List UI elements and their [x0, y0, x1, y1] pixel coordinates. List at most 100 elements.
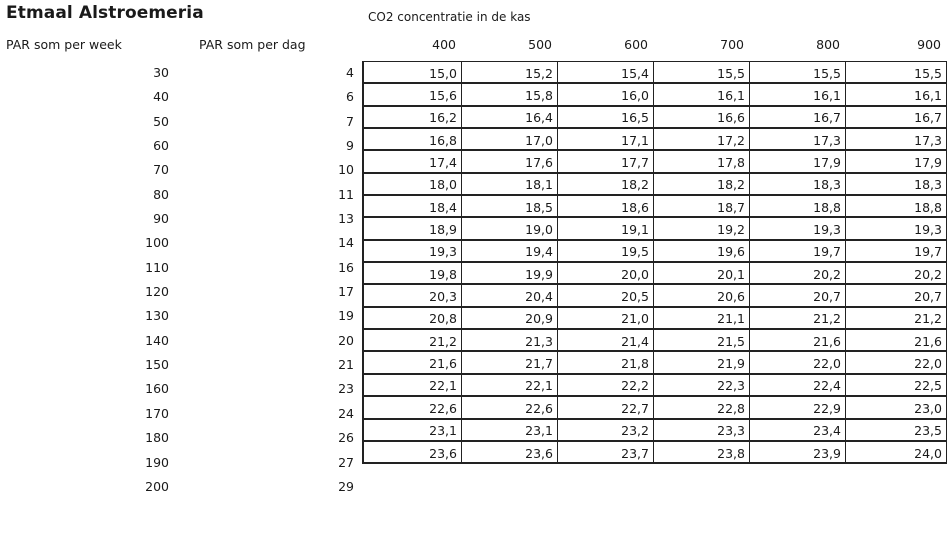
table-cell[interactable]: 15,2 [461, 61, 558, 85]
table-cell[interactable]: 23,3 [653, 417, 750, 442]
table-cell[interactable]: 19,0 [461, 216, 558, 241]
table-cell[interactable]: 19,6 [653, 239, 750, 264]
table-cell[interactable]: 17,1 [557, 127, 654, 152]
table-cell[interactable]: 21,2 [749, 306, 846, 331]
table-cell[interactable]: 17,3 [845, 127, 947, 152]
table-cell[interactable]: 20,8 [362, 306, 462, 331]
table-cell[interactable]: 22,7 [557, 395, 654, 420]
table-cell[interactable]: 19,3 [845, 216, 947, 241]
table-cell[interactable]: 22,3 [653, 373, 750, 398]
table-cell[interactable]: 21,7 [461, 350, 558, 375]
table-cell[interactable]: 15,5 [749, 61, 846, 85]
table-cell[interactable]: 16,1 [653, 82, 750, 107]
table-cell[interactable]: 22,5 [845, 373, 947, 398]
table-cell[interactable]: 19,8 [362, 261, 462, 286]
table-cell[interactable]: 23,7 [557, 440, 654, 465]
table-cell[interactable]: 17,3 [749, 127, 846, 152]
table-cell[interactable]: 15,5 [653, 61, 750, 85]
table-cell[interactable]: 23,6 [461, 440, 558, 465]
table-cell[interactable]: 16,2 [362, 105, 462, 130]
table-cell[interactable]: 19,3 [362, 239, 462, 264]
table-cell[interactable]: 16,1 [749, 82, 846, 107]
table-cell[interactable]: 15,0 [362, 61, 462, 85]
table-cell[interactable]: 22,9 [749, 395, 846, 420]
table-cell[interactable]: 17,8 [653, 149, 750, 174]
table-cell[interactable]: 23,9 [749, 440, 846, 465]
table-cell[interactable]: 16,0 [557, 82, 654, 107]
table-cell[interactable]: 22,0 [845, 350, 947, 375]
table-cell[interactable]: 22,8 [653, 395, 750, 420]
table-cell[interactable]: 15,8 [461, 82, 558, 107]
table-cell[interactable]: 22,4 [749, 373, 846, 398]
table-cell[interactable]: 16,4 [461, 105, 558, 130]
table-cell[interactable]: 21,2 [362, 328, 462, 353]
table-cell[interactable]: 21,6 [362, 350, 462, 375]
table-cell[interactable]: 20,4 [461, 283, 558, 308]
table-cell[interactable]: 21,8 [557, 350, 654, 375]
table-cell[interactable]: 19,7 [845, 239, 947, 264]
table-cell[interactable]: 23,0 [845, 395, 947, 420]
table-cell[interactable]: 18,3 [749, 172, 846, 197]
table-cell[interactable]: 18,4 [362, 194, 462, 219]
table-cell[interactable]: 19,1 [557, 216, 654, 241]
table-cell[interactable]: 20,7 [845, 283, 947, 308]
table-cell[interactable]: 21,3 [461, 328, 558, 353]
table-cell[interactable]: 21,4 [557, 328, 654, 353]
table-cell[interactable]: 20,5 [557, 283, 654, 308]
table-cell[interactable]: 20,3 [362, 283, 462, 308]
table-cell[interactable]: 21,2 [845, 306, 947, 331]
table-cell[interactable]: 17,4 [362, 149, 462, 174]
table-cell[interactable]: 20,9 [461, 306, 558, 331]
table-cell[interactable]: 23,8 [653, 440, 750, 465]
table-cell[interactable]: 17,0 [461, 127, 558, 152]
table-cell[interactable]: 18,8 [749, 194, 846, 219]
table-cell[interactable]: 23,4 [749, 417, 846, 442]
table-cell[interactable]: 23,2 [557, 417, 654, 442]
table-cell[interactable]: 23,6 [362, 440, 462, 465]
table-cell[interactable]: 19,7 [749, 239, 846, 264]
table-cell[interactable]: 17,9 [749, 149, 846, 174]
table-cell[interactable]: 19,9 [461, 261, 558, 286]
table-cell[interactable]: 16,6 [653, 105, 750, 130]
table-cell[interactable]: 16,7 [845, 105, 947, 130]
table-cell[interactable]: 21,6 [749, 328, 846, 353]
table-cell[interactable]: 20,0 [557, 261, 654, 286]
table-cell[interactable]: 16,1 [845, 82, 947, 107]
table-cell[interactable]: 20,2 [845, 261, 947, 286]
table-cell[interactable]: 23,1 [461, 417, 558, 442]
table-cell[interactable]: 22,6 [461, 395, 558, 420]
table-cell[interactable]: 19,2 [653, 216, 750, 241]
table-cell[interactable]: 23,1 [362, 417, 462, 442]
table-cell[interactable]: 17,6 [461, 149, 558, 174]
table-cell[interactable]: 15,5 [845, 61, 947, 85]
table-cell[interactable]: 21,6 [845, 328, 947, 353]
table-cell[interactable]: 17,2 [653, 127, 750, 152]
table-cell[interactable]: 21,9 [653, 350, 750, 375]
table-cell[interactable]: 18,2 [557, 172, 654, 197]
table-cell[interactable]: 16,5 [557, 105, 654, 130]
table-cell[interactable]: 24,0 [845, 440, 947, 465]
table-cell[interactable]: 20,6 [653, 283, 750, 308]
table-cell[interactable]: 16,7 [749, 105, 846, 130]
table-cell[interactable]: 18,6 [557, 194, 654, 219]
table-cell[interactable]: 23,5 [845, 417, 947, 442]
table-cell[interactable]: 22,1 [461, 373, 558, 398]
table-cell[interactable]: 18,2 [653, 172, 750, 197]
table-cell[interactable]: 22,0 [749, 350, 846, 375]
table-cell[interactable]: 22,6 [362, 395, 462, 420]
table-cell[interactable]: 16,8 [362, 127, 462, 152]
table-cell[interactable]: 20,1 [653, 261, 750, 286]
table-cell[interactable]: 21,5 [653, 328, 750, 353]
table-cell[interactable]: 19,5 [557, 239, 654, 264]
table-cell[interactable]: 18,3 [845, 172, 947, 197]
table-cell[interactable]: 18,5 [461, 194, 558, 219]
table-cell[interactable]: 20,2 [749, 261, 846, 286]
table-cell[interactable]: 18,7 [653, 194, 750, 219]
table-cell[interactable]: 22,1 [362, 373, 462, 398]
table-cell[interactable]: 15,6 [362, 82, 462, 107]
table-cell[interactable]: 17,9 [845, 149, 947, 174]
table-cell[interactable]: 22,2 [557, 373, 654, 398]
table-cell[interactable]: 21,1 [653, 306, 750, 331]
table-cell[interactable]: 18,1 [461, 172, 558, 197]
table-cell[interactable]: 21,0 [557, 306, 654, 331]
